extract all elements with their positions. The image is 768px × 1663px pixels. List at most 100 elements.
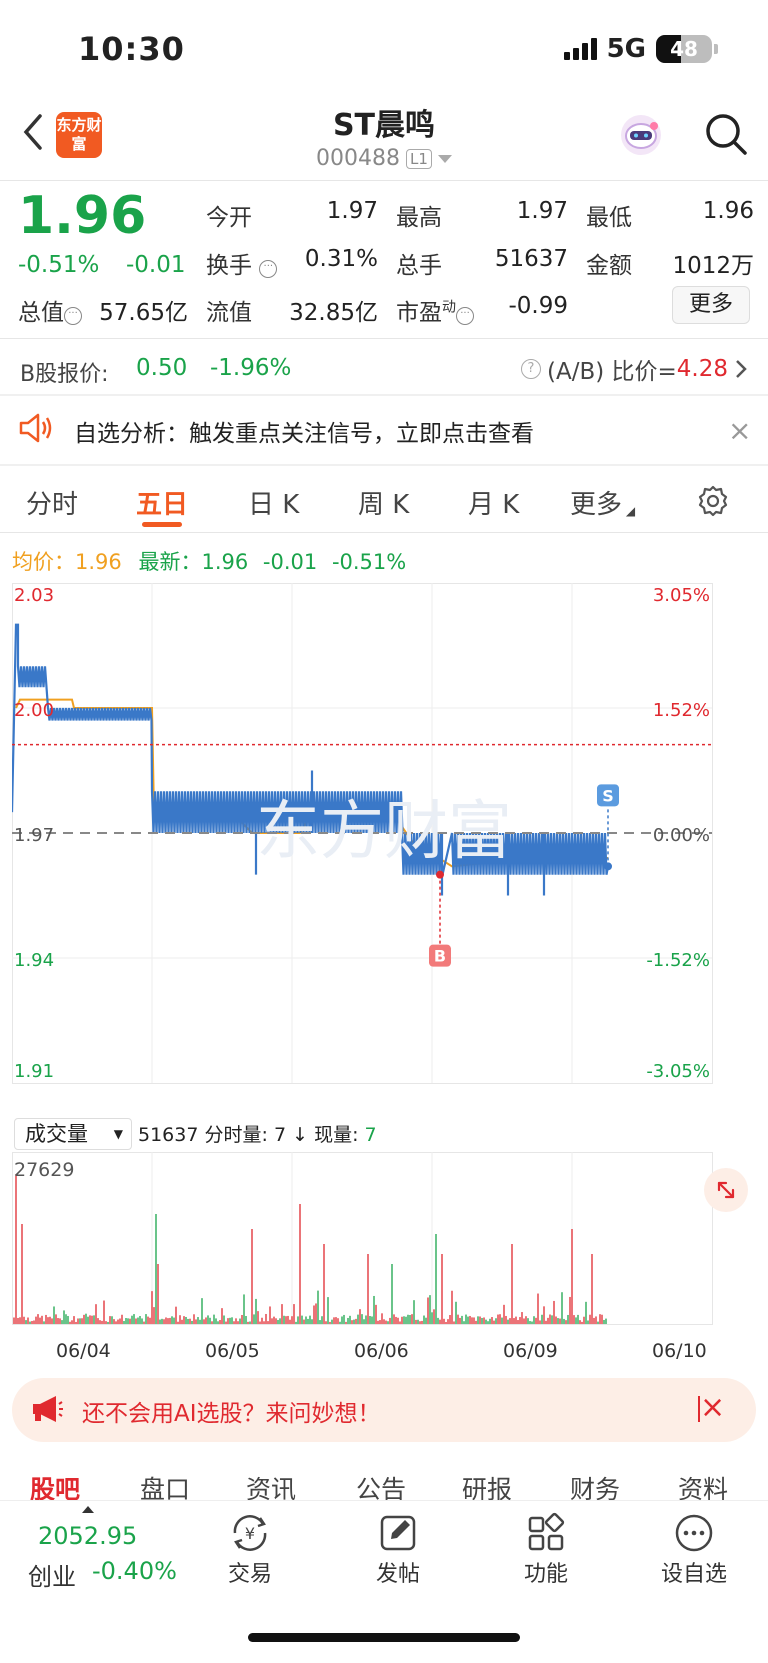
turnover-label[interactable]: 换手 ··· (206, 246, 278, 280)
sell-marker[interactable] (597, 784, 619, 807)
ai-promo-text[interactable]: 还不会用AI选股？来问妙想！ (82, 1401, 381, 1427)
market-cap-label[interactable]: 总值 ··· (18, 293, 82, 327)
market-cap-label-text: 总值 (18, 300, 64, 326)
nav-add-watchlist-label: 设自选 (660, 1562, 727, 1587)
market-cap-value: 57.65亿 (99, 300, 188, 326)
nav-trade[interactable]: ¥ 交易 (200, 1512, 300, 1588)
alert-text[interactable]: 自选分析：触发重点关注信号，立即点击查看 (74, 421, 534, 447)
now-volume-value: 7 (364, 1124, 377, 1146)
amount-value: 1012万 (672, 253, 754, 279)
tab-five-day[interactable]: 五日 (136, 490, 189, 520)
nav-add-watchlist[interactable]: 设自选 (644, 1512, 744, 1588)
tab-guba[interactable]: 股吧 (30, 1475, 81, 1504)
more-quote-button[interactable]: 更多 (672, 286, 750, 324)
back-button[interactable] (18, 112, 48, 152)
tab-monthly-k[interactable]: 月 K (468, 490, 520, 520)
latest-change: -0.01 (262, 550, 318, 574)
assistant-robot-icon[interactable] (618, 112, 664, 158)
now-volume-label: 现量: (314, 1124, 359, 1146)
b-share-price: 0.50 (136, 355, 188, 381)
app-logo[interactable]: 东方财富 (56, 112, 102, 158)
pct-axis-label: 0.00% (653, 825, 710, 846)
down-arrow-icon: ↓ (292, 1124, 309, 1146)
tab-research[interactable]: 研报 (462, 1475, 513, 1504)
tab-weekly-k[interactable]: 周 K (358, 490, 410, 520)
tab-more-label: 更多 (570, 490, 623, 520)
date-label: 06/04 (56, 1340, 111, 1362)
nav-post-label: 发帖 (375, 1562, 420, 1587)
price-axis-label: 2.03 (14, 585, 54, 606)
index-value[interactable]: 2052.95 (38, 1522, 138, 1550)
tab-announcements[interactable]: 公告 (356, 1475, 407, 1504)
svg-text:¥: ¥ (245, 1524, 255, 1543)
stock-code-selector[interactable]: 000488 L1 (0, 146, 768, 171)
home-indicator (248, 1633, 520, 1642)
chevron-right-icon (736, 360, 747, 378)
close-icon[interactable]: × (728, 414, 752, 447)
gear-icon (698, 485, 728, 517)
expand-icon (717, 1181, 735, 1199)
stock-code: 000488 (316, 146, 401, 171)
tab-more[interactable]: 更多 ◢ (570, 484, 635, 521)
search-button[interactable] (704, 112, 748, 156)
amount-label: 金额 (586, 253, 632, 279)
index-name[interactable]: 创业 (28, 1563, 76, 1591)
yen-cycle-icon: ¥ (233, 1515, 267, 1551)
ab-ratio-value: 4.28 (676, 356, 728, 382)
info-dots-icon: ··· (259, 260, 278, 278)
chart-legend: 均价：1.96 最新：1.96 -0.01 -0.51% (12, 546, 406, 576)
speaker-icon (18, 412, 54, 448)
ab-ratio-link[interactable]: ? (A/B) 比价= 4.28 (520, 352, 748, 386)
nav-post[interactable]: 发帖 (348, 1512, 448, 1588)
app-logo-text: 东方财富 (56, 116, 102, 153)
absolute-change: -0.01 (126, 252, 186, 278)
avg-label: 均价： (12, 550, 75, 574)
network-label: 5G (606, 34, 646, 64)
tab-finance[interactable]: 财务 (570, 1475, 621, 1504)
nav-functions-label: 功能 (523, 1562, 568, 1587)
help-icon: ? (520, 359, 541, 379)
chevron-left-icon (23, 114, 42, 150)
more-dots-icon (675, 1514, 713, 1552)
tick-volume-value: 7 (273, 1124, 287, 1146)
info-dots-icon: ··· (456, 307, 474, 325)
alert-banner[interactable] (0, 396, 768, 464)
volume-chart[interactable]: 27629 (12, 1152, 756, 1334)
high-value: 1.97 (516, 198, 568, 224)
open-label: 今开 (206, 205, 252, 231)
low-value: 1.96 (702, 198, 754, 224)
open-value: 1.97 (326, 198, 378, 224)
indicator-dropdown[interactable]: 成交量 ▼ (14, 1118, 132, 1150)
tab-news[interactable]: 资讯 (246, 1475, 297, 1504)
latest-percent: -0.51% (331, 550, 407, 574)
index-percent[interactable]: -0.40% (92, 1557, 177, 1585)
buy-marker[interactable] (429, 944, 451, 967)
ab-ratio-label: (A/B) 比价= (546, 359, 677, 385)
pe-label[interactable]: 市盈动 ··· (396, 293, 474, 327)
sell-marker-label: S (602, 786, 614, 805)
grid-icon (528, 1512, 565, 1551)
pe-value: -0.99 (508, 293, 568, 319)
active-tab-indicator (142, 522, 182, 527)
tab-daily-k[interactable]: 日 K (248, 490, 300, 520)
triangle-up-icon (82, 1506, 94, 1513)
tab-profile[interactable]: 资料 (678, 1475, 729, 1504)
nav-functions[interactable]: 功能 (496, 1512, 596, 1588)
caret-down-icon: ▼ (113, 1127, 123, 1141)
current-price: 1.96 (18, 186, 147, 246)
expand-button[interactable] (704, 1168, 748, 1212)
tab-intraday[interactable]: 分时 (26, 490, 79, 520)
caret-down-icon (437, 154, 452, 163)
settings-button[interactable] (696, 484, 730, 522)
pct-axis-label: 1.52% (653, 700, 710, 721)
pct-axis-label: 3.05% (653, 585, 710, 606)
volume-label: 总手 (396, 253, 442, 279)
turnover-value: 0.31% (304, 246, 378, 272)
battery-level: 48 (670, 37, 698, 61)
percent-change: -0.51% (18, 252, 100, 278)
close-icon[interactable]: × (700, 1390, 726, 1425)
date-label: 06/10 (652, 1340, 707, 1362)
ai-promo-banner[interactable] (12, 1378, 756, 1442)
tab-orderbook[interactable]: 盘口 (140, 1475, 191, 1504)
price-chart[interactable]: 东方财富 B S 2.03 3.05% 2.00 1.52% 1.97 0.00% 1.94 -… (12, 583, 756, 1113)
